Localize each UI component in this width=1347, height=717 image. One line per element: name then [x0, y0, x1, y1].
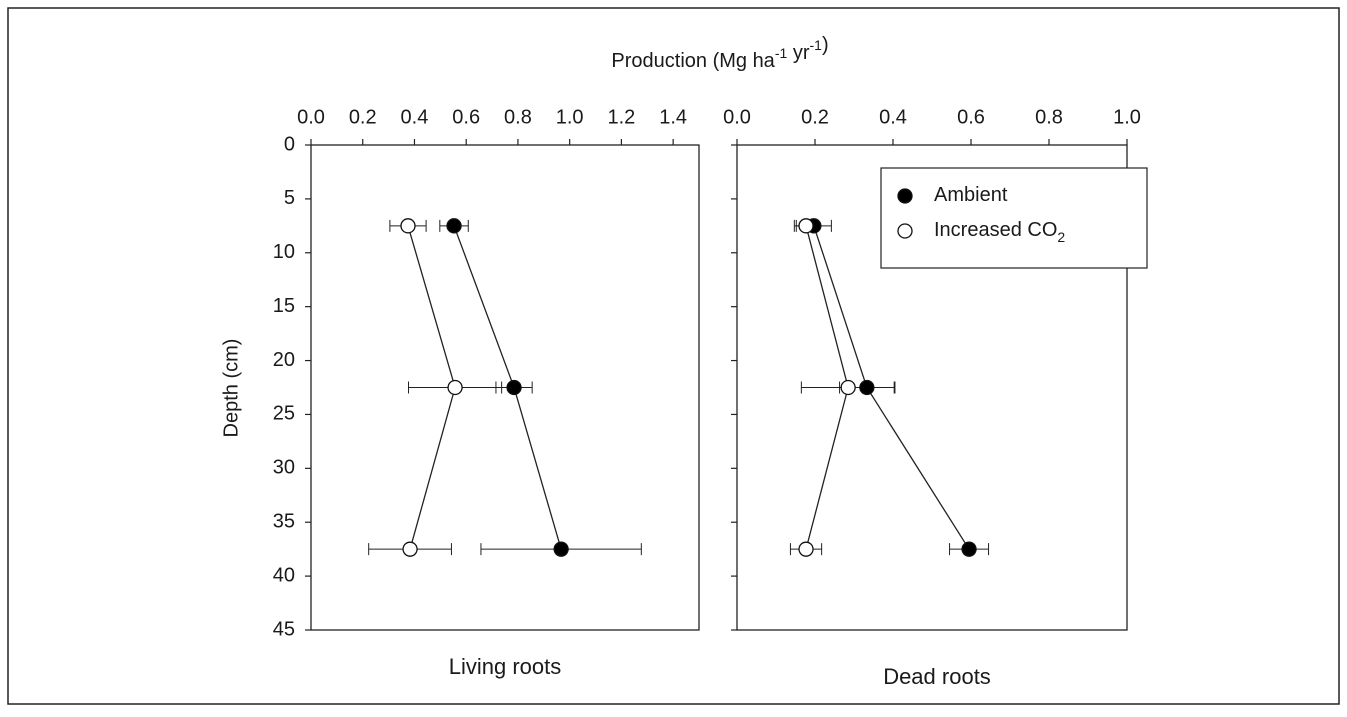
point: [798, 218, 814, 234]
x-axis-title: Production (Mg ha-1 yr-1): [611, 34, 828, 72]
x-tick-label: 0.2: [801, 106, 829, 128]
panel-label: Living roots: [449, 654, 562, 679]
point: [798, 541, 814, 557]
y-tick-label: 0: [284, 133, 295, 155]
plot-area: [310, 144, 700, 631]
point: [961, 541, 977, 557]
y-tick-label: 20: [273, 349, 295, 371]
x-tick-label: 0.4: [879, 106, 907, 128]
point: [506, 379, 522, 396]
y-tick-label: 30: [273, 457, 295, 479]
legend-box: [880, 167, 1148, 269]
x-tick-label: 1.4: [659, 106, 687, 128]
frame: [7, 7, 1340, 705]
y-tick-label: 35: [273, 511, 295, 533]
y-tick-label: 10: [273, 241, 295, 263]
x-tick-label: 0.4: [401, 106, 429, 128]
point: [400, 218, 416, 234]
y-tick-label: 15: [273, 295, 295, 317]
panel-label: Dead roots: [883, 664, 991, 689]
point: [446, 218, 462, 234]
point: [402, 541, 418, 557]
x-tick-label: 0.0: [723, 106, 751, 128]
x-tick-label: 0.6: [452, 106, 480, 128]
x-tick-label: 0.2: [349, 106, 377, 128]
legend-marker: [897, 188, 913, 204]
y-tick-label: 45: [273, 618, 295, 640]
x-tick-label: 1.0: [556, 106, 584, 128]
x-tick-label: 0.0: [297, 106, 325, 128]
point: [553, 541, 569, 557]
x-tick-label: 0.8: [1035, 106, 1063, 128]
y-tick-label: 25: [273, 403, 295, 425]
point: [447, 379, 463, 396]
y-tick-label: 40: [273, 564, 295, 586]
x-tick-label: 0.6: [957, 106, 985, 128]
x-tick-label: 0.8: [504, 106, 532, 128]
legend-marker: [897, 223, 913, 239]
point: [840, 379, 856, 396]
legend-label: Ambient: [934, 184, 1008, 206]
y-axis-title: Depth (cm): [220, 339, 242, 438]
x-tick-label: 1.2: [607, 106, 635, 128]
legend-label: Increased CO2: [934, 219, 1065, 244]
y-tick-label: 5: [284, 187, 295, 209]
plot-area: [736, 144, 1128, 631]
point: [859, 379, 875, 396]
x-tick-label: 1.0: [1113, 106, 1141, 128]
